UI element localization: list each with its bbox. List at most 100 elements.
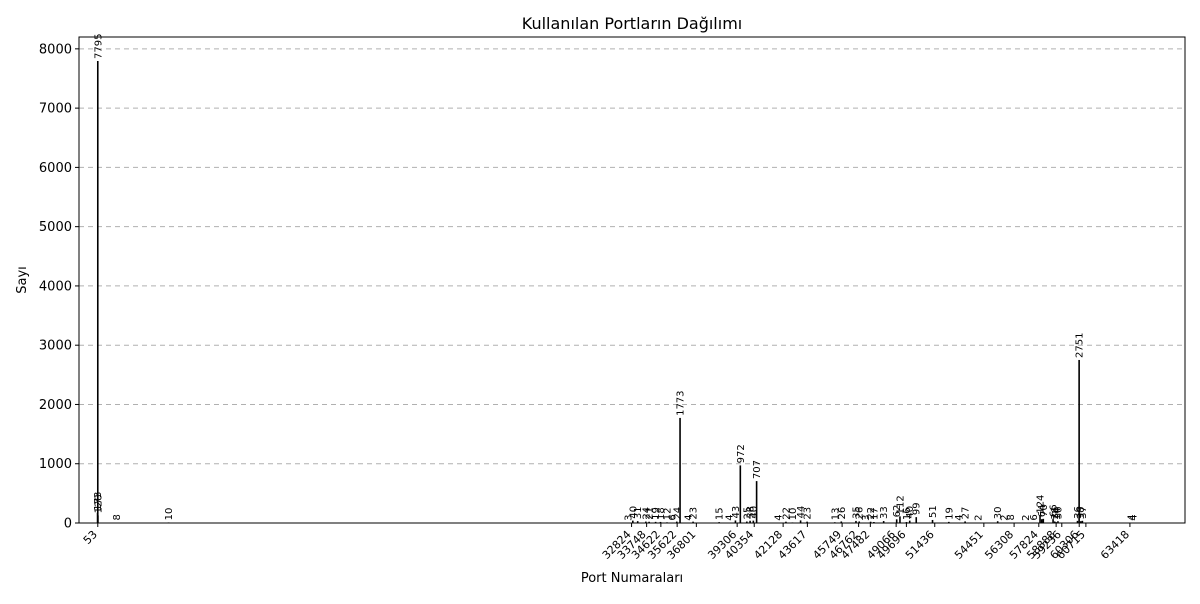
- data-label: 24: [672, 507, 683, 520]
- bar: [755, 481, 758, 523]
- y-axis-title: Sayı: [15, 266, 30, 294]
- bar: [632, 520, 634, 523]
- data-label: 10: [788, 508, 799, 521]
- bar: [692, 521, 694, 523]
- bar: [915, 517, 918, 523]
- data-label: 19: [651, 507, 662, 520]
- data-label: 4: [1128, 514, 1139, 520]
- data-label: 124: [1036, 495, 1047, 514]
- data-label: 2751: [1075, 332, 1086, 357]
- data-label: 128: [93, 494, 104, 513]
- bar: [1057, 521, 1059, 523]
- data-label: 12: [663, 508, 674, 521]
- bar: [1042, 518, 1045, 523]
- bar: [679, 417, 681, 523]
- data-label: 23: [803, 507, 814, 520]
- data-label: 70: [1039, 504, 1050, 517]
- data-label: 40: [905, 506, 916, 519]
- data-label: 40: [749, 506, 760, 519]
- data-label: 25: [742, 507, 753, 520]
- bar: [97, 515, 99, 523]
- bar: [931, 519, 934, 523]
- data-label: 21: [645, 507, 656, 520]
- data-label: 26: [1050, 507, 1061, 520]
- data-label: 31: [633, 506, 644, 519]
- y-tick-label: 5000: [39, 220, 72, 235]
- bar: [869, 521, 872, 523]
- data-label: 22: [866, 507, 877, 520]
- bar: [749, 520, 751, 523]
- data-label: 35: [851, 506, 862, 519]
- data-label: 4: [724, 514, 735, 520]
- bar: [882, 521, 885, 523]
- bar: [1081, 520, 1084, 523]
- bar: [899, 516, 901, 523]
- data-label: 707: [752, 460, 763, 479]
- bar: [654, 521, 657, 523]
- x-axis-title: Port Numaraları: [581, 571, 683, 586]
- data-label: 17: [869, 507, 880, 520]
- data-label: 26: [837, 507, 848, 520]
- data-label: 27: [961, 507, 972, 520]
- bar: [873, 521, 875, 523]
- bar: [948, 521, 950, 523]
- bar: [739, 465, 742, 523]
- data-label: 3: [861, 514, 872, 520]
- bar: [96, 61, 99, 523]
- y-axis: 0 1000 2000 3000 4000 5000 6000 7000 8000: [39, 42, 79, 532]
- data-label: 30: [1076, 506, 1087, 519]
- chart-title: Kullanılan Portların Dağılımı: [522, 14, 742, 33]
- bar: [996, 521, 999, 523]
- data-label: 4: [954, 514, 965, 520]
- data-label: 7795: [93, 34, 104, 59]
- data-label: 1773: [676, 390, 687, 415]
- data-label: 8: [1006, 514, 1017, 520]
- bar: [752, 520, 755, 523]
- bar: [840, 521, 843, 523]
- data-label: 26: [855, 507, 866, 520]
- data-label: 13: [830, 507, 841, 520]
- data-label: 38: [746, 506, 757, 519]
- bar: [1076, 520, 1079, 523]
- data-label: 112: [895, 495, 906, 514]
- bar: [659, 521, 662, 523]
- data-label: 36: [1073, 506, 1084, 519]
- y-tick-label: 7000: [39, 102, 72, 117]
- data-label: 64: [1037, 504, 1048, 517]
- data-label: 2: [1000, 515, 1011, 521]
- data-label: 4: [684, 514, 695, 520]
- bar: [1040, 519, 1043, 523]
- y-tick-label: 4000: [39, 279, 72, 294]
- data-label: 2: [1021, 515, 1032, 521]
- bar: [908, 520, 911, 523]
- y-tick-label: 1000: [39, 457, 72, 472]
- bar: [855, 520, 857, 523]
- bar: [1039, 515, 1041, 523]
- bar: [746, 521, 748, 523]
- data-label: 972: [736, 444, 747, 463]
- data-label: 15: [715, 507, 726, 520]
- data-label: 6: [1029, 514, 1040, 520]
- bar: [648, 521, 650, 523]
- data-label: 30: [993, 506, 1004, 519]
- bar: [799, 520, 802, 523]
- bar: [675, 521, 678, 523]
- data-label: 33: [879, 506, 890, 519]
- data-label: 30: [1053, 506, 1064, 519]
- bar: [785, 521, 787, 523]
- data-label: 8: [112, 514, 123, 520]
- bar: [734, 520, 737, 523]
- data-label: 3: [623, 514, 634, 520]
- data-label: 24: [641, 507, 652, 520]
- bar: [895, 519, 898, 523]
- data-label: 40: [628, 506, 639, 519]
- bar: [1078, 359, 1080, 523]
- data-label: 99: [912, 502, 923, 515]
- data-label: 14: [1052, 507, 1063, 520]
- data-label: 22: [781, 507, 792, 520]
- bar: [964, 521, 966, 523]
- bar: [1053, 521, 1056, 523]
